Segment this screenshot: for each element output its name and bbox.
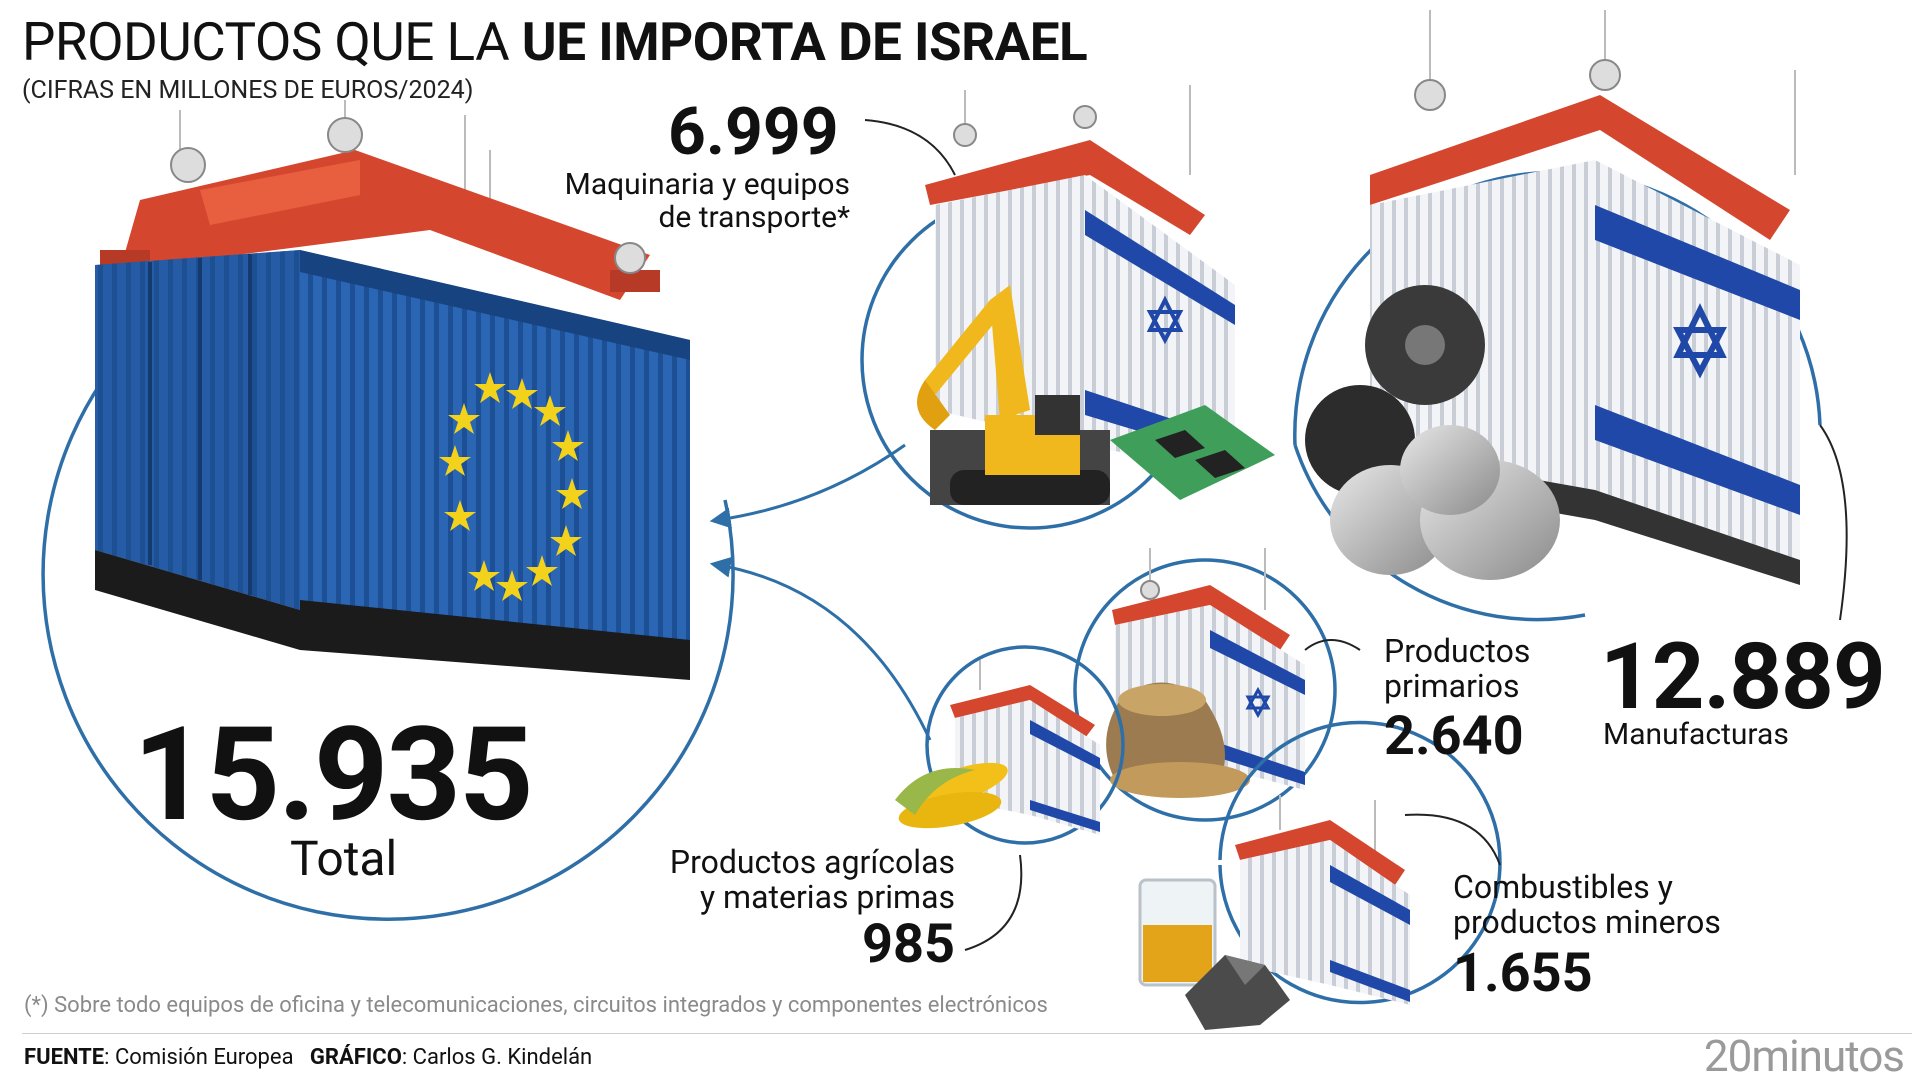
corn-icon	[895, 762, 1008, 829]
coal-rock-icon	[1185, 955, 1290, 1030]
combustibles-group	[1138, 720, 1502, 1030]
total-ring	[41, 368, 735, 921]
page-title: PRODUCTOS QUE LA UE IMPORTA DE ISRAEL	[22, 11, 1088, 73]
manufacturas-value: 12.889	[1600, 624, 1886, 731]
maquinaria-group	[860, 85, 1275, 530]
leader-maquinaria	[864, 119, 956, 176]
agricolas-value: 985	[862, 913, 955, 976]
total-label: Total	[290, 830, 398, 887]
brand-logo: 20minutos	[1703, 1030, 1905, 1080]
leader-agricolas	[964, 854, 1023, 951]
primarios-group	[1073, 548, 1337, 822]
page-subtitle: (CIFRAS EN MILLONES DE EUROS/2024)	[22, 76, 474, 105]
combustibles-value: 1.655	[1453, 942, 1593, 1005]
primarios-label: Productos primarios	[1384, 632, 1531, 706]
circuit-board-icon	[1110, 405, 1275, 500]
total-value: 15.935	[133, 698, 534, 851]
maquinaria-label: Maquinaria y equipos de transporte*	[564, 167, 850, 235]
gears-icon	[1305, 285, 1560, 580]
israel-container-icon	[1240, 840, 1410, 1005]
total-group	[41, 100, 735, 921]
manufacturas-label: Manufacturas	[1603, 717, 1789, 752]
agricolas-label: Productos agrícolas y materias primas	[669, 843, 955, 917]
source-line: FUENTE: Comisión Europea GRÁFICO: Carlos…	[24, 1045, 593, 1070]
primarios-ring	[1073, 558, 1337, 822]
israel-container-icon	[1370, 160, 1800, 585]
oil-beaker-icon	[1138, 878, 1217, 987]
maquinaria-value: 6.999	[668, 94, 839, 171]
excavator-icon	[917, 285, 1110, 505]
manufacturas-ring-bottom	[1293, 444, 1586, 622]
leader-primarios	[1304, 639, 1361, 651]
footnote: (*) Sobre todo equipos de oficina y tele…	[24, 993, 1048, 1018]
arrow-maquinaria	[709, 443, 906, 529]
leader-combustibles	[1404, 813, 1501, 866]
crane-spreader	[100, 117, 660, 300]
arrow-agricolas	[709, 556, 932, 741]
eu-stars	[439, 372, 588, 601]
primarios-value: 2.640	[1384, 705, 1524, 768]
grain-sack-icon	[1106, 682, 1250, 798]
eu-container-icon	[95, 250, 690, 680]
agricolas-group	[895, 645, 1125, 845]
manufacturas-group	[1293, 10, 1822, 622]
agricolas-ring	[925, 645, 1125, 845]
leader-manufacturas	[1819, 424, 1848, 621]
footer-divider	[22, 1033, 1912, 1034]
combustibles-label: Combustibles y productos mineros	[1453, 868, 1721, 942]
